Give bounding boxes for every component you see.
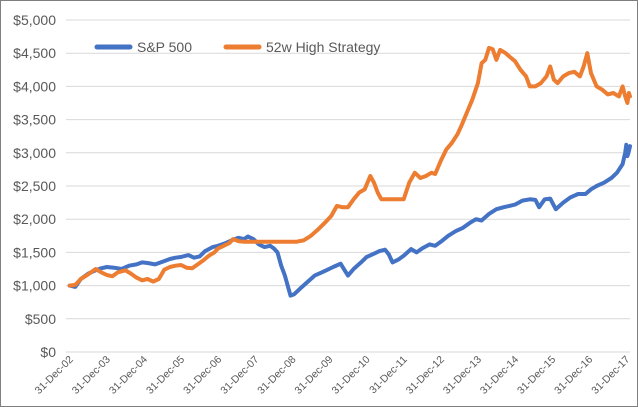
x-tick-label: 31-Dec-09 — [292, 354, 335, 397]
y-tick-label: $2,500 — [13, 178, 56, 194]
legend-label-52w-high: 52w High Strategy — [266, 39, 380, 55]
x-tick-label: 31-Dec-08 — [255, 354, 298, 397]
x-tick-label: 31-Dec-14 — [478, 354, 521, 397]
x-tick-label: 31-Dec-10 — [330, 354, 373, 397]
gridlines — [66, 19, 630, 353]
legend: S&P 500 52w High Strategy — [94, 39, 380, 55]
x-tick-label: 31-Dec-06 — [181, 354, 224, 397]
legend-label-sp500: S&P 500 — [137, 39, 192, 55]
y-tick-label: $4,500 — [13, 45, 56, 61]
series-line-52w-high — [67, 45, 632, 288]
y-tick-label: $5,000 — [13, 12, 56, 28]
y-tick-label: $4,000 — [13, 78, 56, 94]
x-tick-label: 31-Dec-05 — [144, 354, 187, 397]
y-tick-label: $0 — [40, 344, 56, 360]
x-tick-label: 31-Dec-11 — [367, 354, 410, 397]
y-tick-label: $1,000 — [13, 278, 56, 294]
x-tick-label: 31-Dec-17 — [589, 354, 632, 397]
y-tick-label: $3,000 — [13, 145, 56, 161]
x-tick-label: 31-Dec-02 — [33, 354, 76, 397]
y-tick-label: $3,500 — [13, 112, 56, 128]
x-tick-label: 31-Dec-03 — [70, 354, 113, 397]
x-tick-label: 31-Dec-15 — [515, 354, 558, 397]
x-tick-label: 31-Dec-12 — [404, 354, 447, 397]
x-axis-tick-labels: 31-Dec-0231-Dec-0331-Dec-0431-Dec-0531-D… — [33, 354, 633, 397]
x-tick-label: 31-Dec-07 — [218, 354, 261, 397]
series-line-sp500 — [67, 142, 632, 298]
y-tick-label: $1,500 — [13, 244, 56, 260]
x-tick-label: 31-Dec-16 — [552, 354, 595, 397]
series-lines — [67, 45, 632, 298]
y-tick-label: $500 — [25, 311, 56, 327]
x-tick-label: 31-Dec-04 — [107, 354, 150, 397]
x-tick-label: 31-Dec-13 — [441, 354, 484, 397]
y-tick-label: $2,000 — [13, 211, 56, 227]
y-axis-tick-labels: $0 $500 $1,000 $1,500 $2,000 $2,500 $3,000 $3,5… — [13, 12, 56, 360]
